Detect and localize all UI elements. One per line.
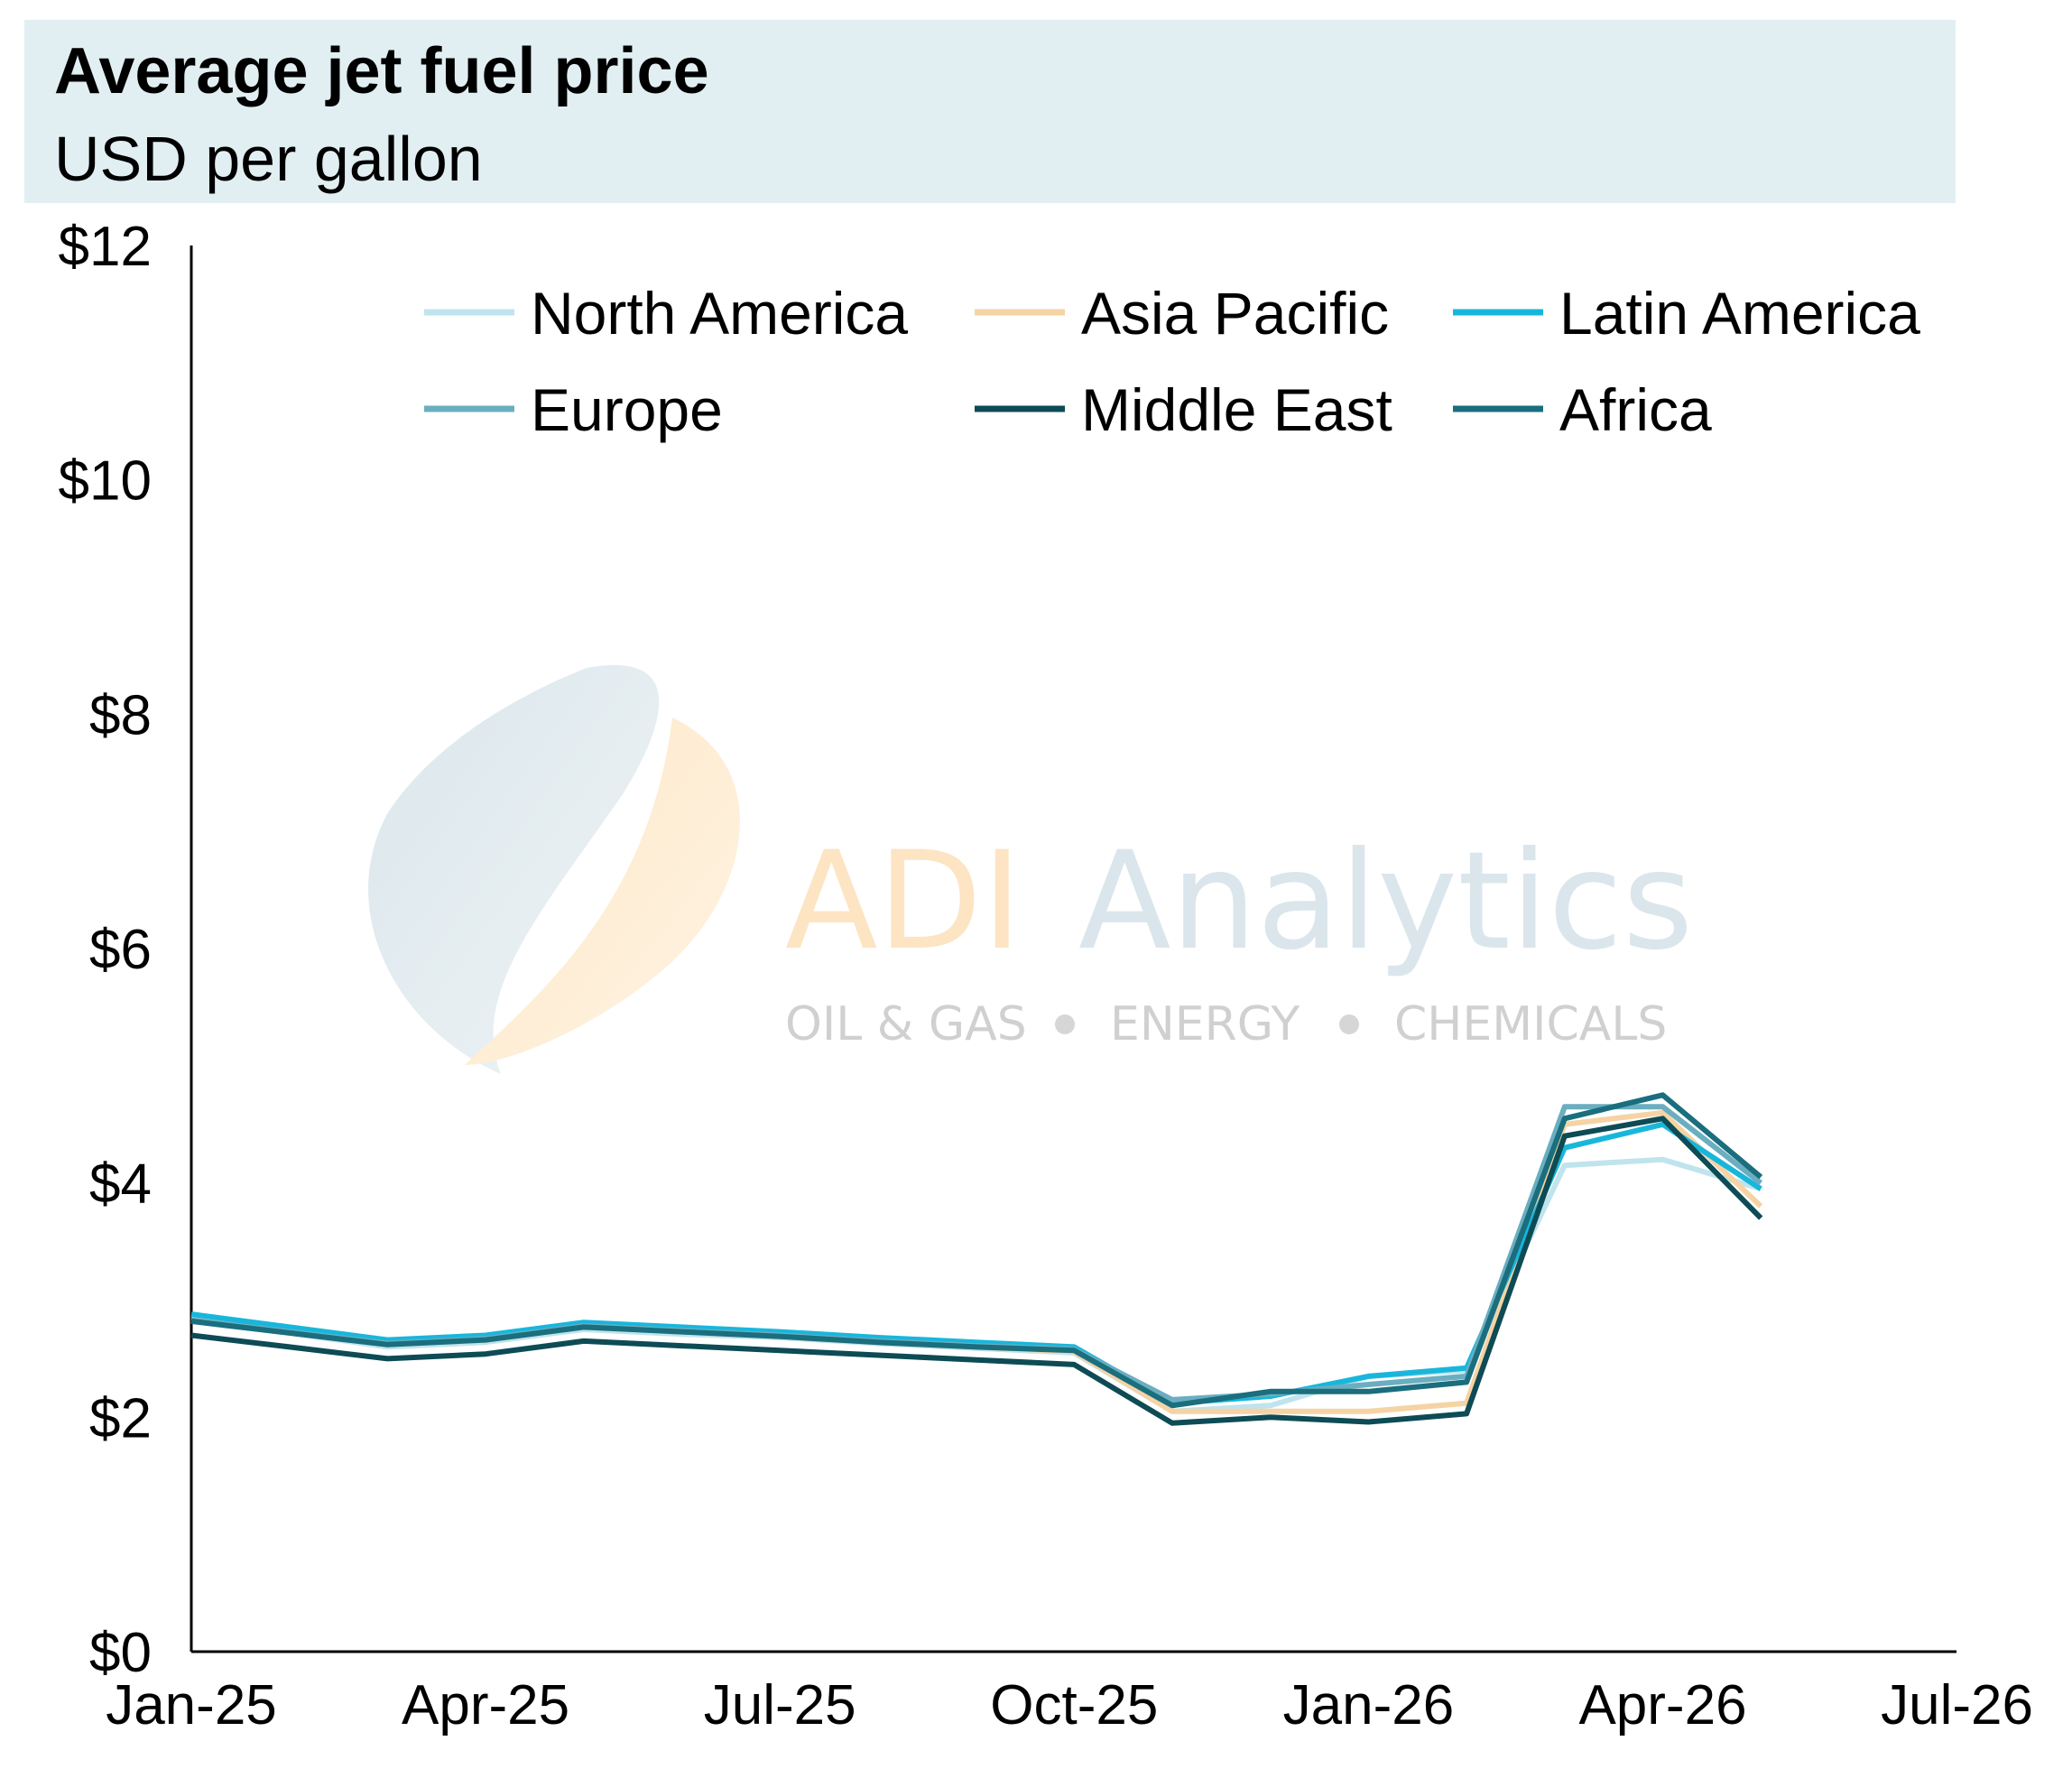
watermark-brand-second: Analytics [1078,823,1693,980]
y-tick-label: $6 [89,919,152,981]
legend-label: Europe [531,376,723,443]
series-lines [190,1092,1763,1426]
y-tick-labels: $0 $2 $4 $6 $8 $10 $12 [59,216,152,1684]
y-tick-label: $10 [59,450,152,513]
watermark-dot-1 [1055,1014,1075,1034]
x-tick-label: Jul-25 [704,1674,856,1736]
x-tick-labels: Jan-25 Apr-25 Jul-25 Oct-25 Jan-26 Apr-26 Jul-… [106,1674,2033,1736]
legend-label: Latin America [1559,280,1920,347]
watermark: ADI Analytics OIL & GAS ENERGY CHEMICALS [368,664,1693,1074]
x-tick-label: Jul-26 [1881,1674,2033,1736]
legend: North America Asia Pacific Latin America Eu… [424,280,1920,443]
y-tick-label: $12 [59,216,152,278]
watermark-tagline-1: OIL & GAS [785,997,1027,1051]
x-tick-label: Jan-25 [106,1674,277,1736]
y-tick-label: $8 [89,684,152,746]
series-line-africa [190,1092,1763,1409]
title-banner [24,20,1956,203]
chart-title: Average jet fuel price [54,35,709,107]
watermark-dot-2 [1339,1014,1359,1034]
watermark-tagline-2: ENERGY [1110,997,1300,1051]
legend-label: Asia Pacific [1081,280,1389,347]
y-tick-label: $0 [89,1622,152,1684]
y-tick-label: $4 [89,1153,152,1216]
watermark-brand-first: ADI [785,823,1022,980]
legend-label: Africa [1559,376,1712,443]
legend-label: Middle East [1081,376,1392,443]
legend-label: North America [531,280,908,347]
watermark-drop-grey [368,664,660,1074]
series-line-north-america [190,1156,1762,1414]
y-tick-label: $2 [89,1387,152,1449]
x-tick-label: Apr-26 [1578,1674,1746,1736]
x-tick-label: Apr-25 [402,1674,569,1736]
series-line-asia-pacific [190,1109,1763,1414]
watermark-tagline-3: CHEMICALS [1394,997,1667,1051]
x-tick-label: Jan-26 [1283,1674,1455,1736]
x-tick-label: Oct-25 [990,1674,1158,1736]
series-line-middle-east [190,1116,1763,1426]
chart-subtitle: USD per gallon [54,124,483,194]
watermark-drop-orange [465,718,740,1065]
